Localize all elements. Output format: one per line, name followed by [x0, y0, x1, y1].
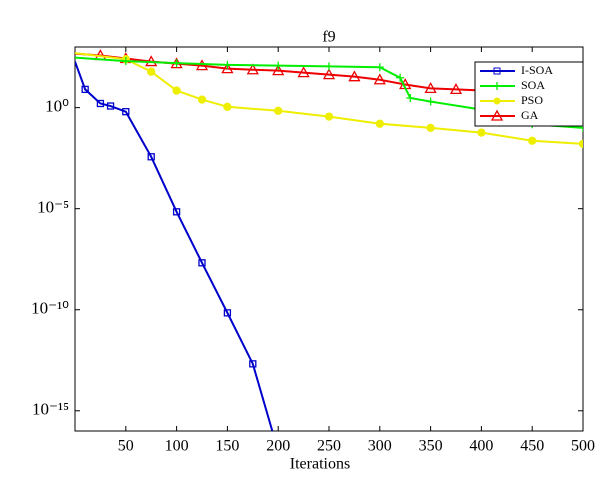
- marker: [121, 57, 130, 66]
- legend-marker: [493, 97, 501, 105]
- y-tick-label: 10⁻¹⁵: [32, 400, 69, 419]
- x-axis-label: Iterations: [290, 456, 350, 473]
- marker: [406, 93, 415, 102]
- marker: [274, 106, 283, 115]
- marker: [424, 82, 437, 93]
- marker: [477, 128, 486, 137]
- marker: [147, 153, 155, 161]
- y-tick-label: 10⁻¹⁰: [31, 299, 69, 318]
- marker: [426, 123, 435, 132]
- legend-marker: [490, 109, 504, 121]
- chart-title: f9: [322, 29, 335, 46]
- marker: [221, 62, 234, 74]
- marker: [147, 67, 156, 76]
- legend-marker: [493, 67, 501, 75]
- legend-label: SOA: [521, 78, 545, 92]
- marker: [274, 61, 283, 70]
- x-tick-label: 100: [165, 438, 189, 455]
- x-tick-label: 300: [368, 438, 392, 455]
- y-tick-label: 10⁻⁵: [37, 198, 69, 217]
- marker: [348, 70, 361, 82]
- marker: [195, 59, 209, 71]
- marker: [198, 259, 206, 267]
- marker: [528, 136, 537, 145]
- marker: [375, 63, 384, 72]
- marker: [96, 99, 105, 108]
- marker: [324, 112, 334, 121]
- marker: [223, 60, 232, 69]
- legend-marker: [493, 67, 501, 75]
- marker: [373, 73, 386, 85]
- x-tick-label: 350: [419, 438, 443, 455]
- x-tick-label: 250: [317, 438, 341, 455]
- marker: [122, 108, 130, 116]
- marker: [375, 119, 384, 128]
- legend-label: GA: [521, 108, 539, 122]
- marker: [172, 208, 181, 216]
- legend-marker: [493, 82, 501, 90]
- x-tick-label: 150: [215, 438, 239, 455]
- marker: [81, 85, 89, 94]
- x-tick-label: 200: [266, 438, 290, 455]
- x-tick-label: 400: [469, 438, 493, 455]
- legend-marker: [493, 82, 501, 90]
- legend-label: PSO: [521, 93, 543, 107]
- marker: [272, 64, 285, 76]
- plot-frame: [74, 46, 584, 432]
- marker: [297, 66, 310, 78]
- marker: [426, 97, 435, 106]
- marker: [223, 102, 232, 111]
- marker: [396, 73, 405, 82]
- marker: [246, 63, 259, 75]
- x-tick-label: 50: [118, 438, 134, 455]
- marker: [223, 309, 232, 317]
- y-tick-label: 10⁰: [45, 97, 69, 116]
- series-line: [75, 61, 274, 431]
- legend-marker: [490, 109, 504, 121]
- marker: [579, 123, 583, 132]
- marker: [172, 59, 181, 68]
- legend-marker: [493, 97, 501, 105]
- marker: [106, 102, 115, 110]
- marker: [197, 95, 207, 104]
- marker: [322, 68, 336, 80]
- marker: [249, 360, 257, 368]
- x-tick-label: 500: [571, 438, 595, 455]
- marker: [325, 62, 333, 71]
- x-tick-label: 450: [520, 438, 544, 455]
- marker: [578, 139, 583, 149]
- marker: [449, 83, 463, 95]
- legend-label: I-SOA: [521, 63, 553, 77]
- marker: [172, 86, 181, 95]
